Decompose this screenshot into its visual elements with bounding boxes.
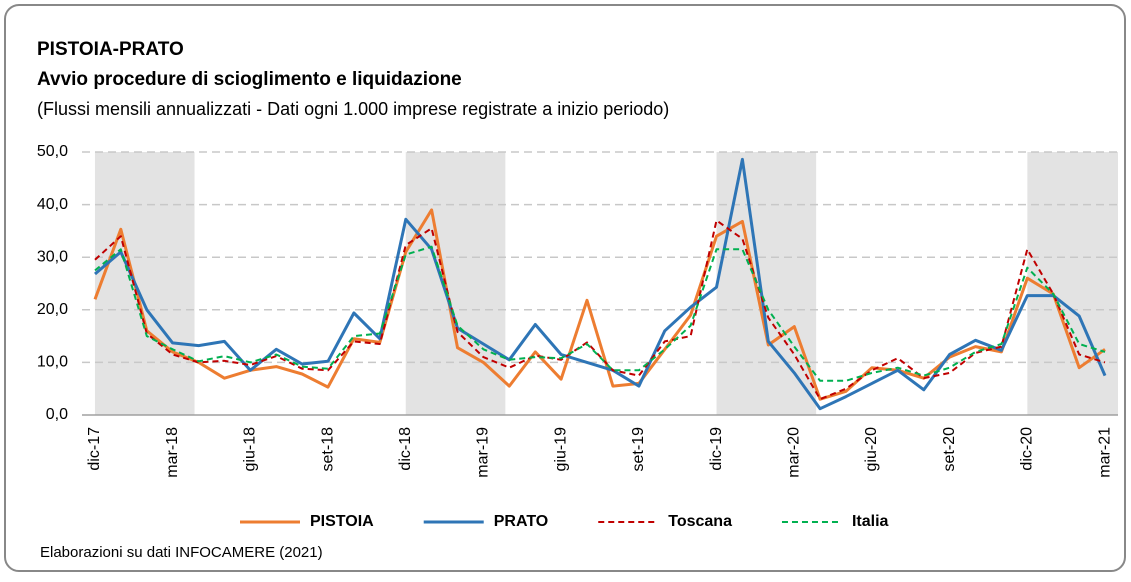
x-tick-label: dic-18	[397, 427, 414, 471]
x-tick-label: set-18	[319, 427, 336, 472]
shaded-bands	[94, 152, 1118, 415]
y-tick-label: 20,0	[37, 301, 68, 318]
legend-label: Toscana	[668, 513, 732, 530]
x-tick-label: mar-19	[475, 427, 492, 478]
x-tick-label: set-20	[941, 427, 958, 472]
chart-subtitle: Avvio procedure di scioglimento e liquid…	[37, 69, 462, 90]
y-tick-label: 0,0	[46, 406, 68, 423]
x-tick-label: mar-21	[1096, 427, 1113, 478]
legend-label: PISTOIA	[310, 513, 374, 530]
x-tick-label: giu-20	[863, 427, 880, 472]
x-tick-label: dic-17	[86, 427, 103, 471]
shaded-band	[716, 152, 817, 415]
chart-title: PISTOIA-PRATO	[37, 39, 184, 60]
x-tick-label: mar-20	[785, 427, 802, 478]
x-tick-label: giu-18	[242, 427, 259, 472]
series-line	[94, 219, 1106, 401]
x-tick-label: set-19	[630, 427, 647, 472]
y-tick-label: 40,0	[37, 196, 68, 213]
chart-note: (Flussi mensili annualizzati - Dati ogni…	[37, 99, 669, 119]
series-line	[93, 208, 1106, 401]
y-tick-label: 50,0	[37, 143, 68, 160]
y-tick-label: 30,0	[37, 248, 68, 265]
source-note: Elaborazioni su dati INFOCAMERE (2021)	[40, 544, 323, 561]
shaded-band	[94, 152, 195, 415]
series-line	[94, 245, 1106, 382]
shaded-band	[405, 152, 506, 415]
y-tick-label: 10,0	[37, 354, 68, 371]
chart-frame	[4, 4, 1126, 572]
legend-label: PRATO	[494, 513, 549, 530]
legend-label: Italia	[852, 513, 889, 530]
x-tick-label: mar-18	[164, 427, 181, 478]
x-tick-label: giu-19	[552, 427, 569, 472]
x-tick-label: dic-20	[1019, 427, 1036, 471]
x-tick-label: dic-19	[708, 427, 725, 471]
